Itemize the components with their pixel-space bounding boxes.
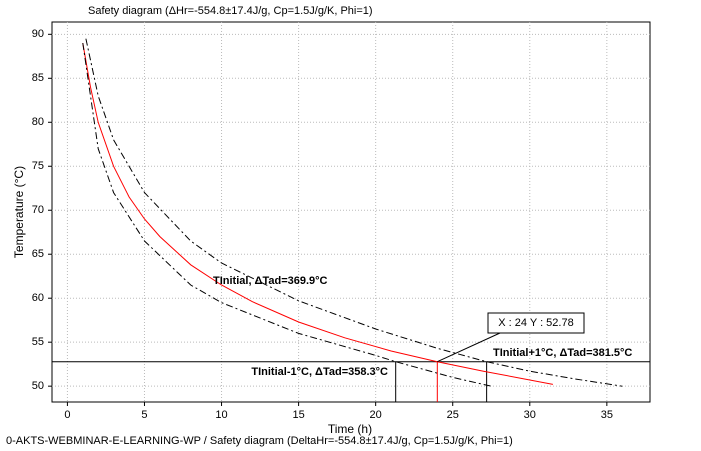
chart-title: Safety diagram (ΔHr=-554.8±17.4J/g, Cp=1… [88,5,373,17]
y-tick-label: 75 [32,160,44,172]
y-tick-label: 85 [32,72,44,84]
series-line [82,43,553,385]
x-tick-label: 20 [370,409,382,421]
x-axis-label: Time (h) [328,422,372,436]
x-tick-label: 10 [215,409,227,421]
series-label: TInitial+1°C, ΔTad=381.5°C [493,347,632,359]
y-tick-label: 80 [32,116,44,128]
y-tick-label: 60 [32,292,44,304]
series-label: TInitial-1°C, ΔTad=358.3°C [251,366,388,378]
callout-leader [437,332,501,363]
callout-box [487,312,585,334]
x-tick-label: 25 [447,409,459,421]
x-tick-label: 30 [524,409,536,421]
series-label: TInitial, ΔTad=369.9°C [213,275,328,287]
y-tick-label: 50 [32,380,44,392]
callout-label: X : 24 Y : 52.78 [498,317,573,329]
series-line [85,38,623,387]
x-tick-label: 5 [141,409,147,421]
y-tick-label: 70 [32,204,44,216]
y-axis-label: Temperature (°C) [12,166,26,258]
footer: 0-AKTS-WEBMINAR-E-LEARNING-WP / Safety d… [6,435,513,447]
x-tick-label: 0 [64,409,70,421]
y-tick-label: 65 [32,248,44,260]
y-tick-label: 90 [32,28,44,40]
x-tick-label: 35 [601,409,613,421]
plot-frame [51,21,651,403]
y-tick-label: 55 [32,336,44,348]
x-tick-label: 15 [292,409,304,421]
series-line [82,43,492,387]
